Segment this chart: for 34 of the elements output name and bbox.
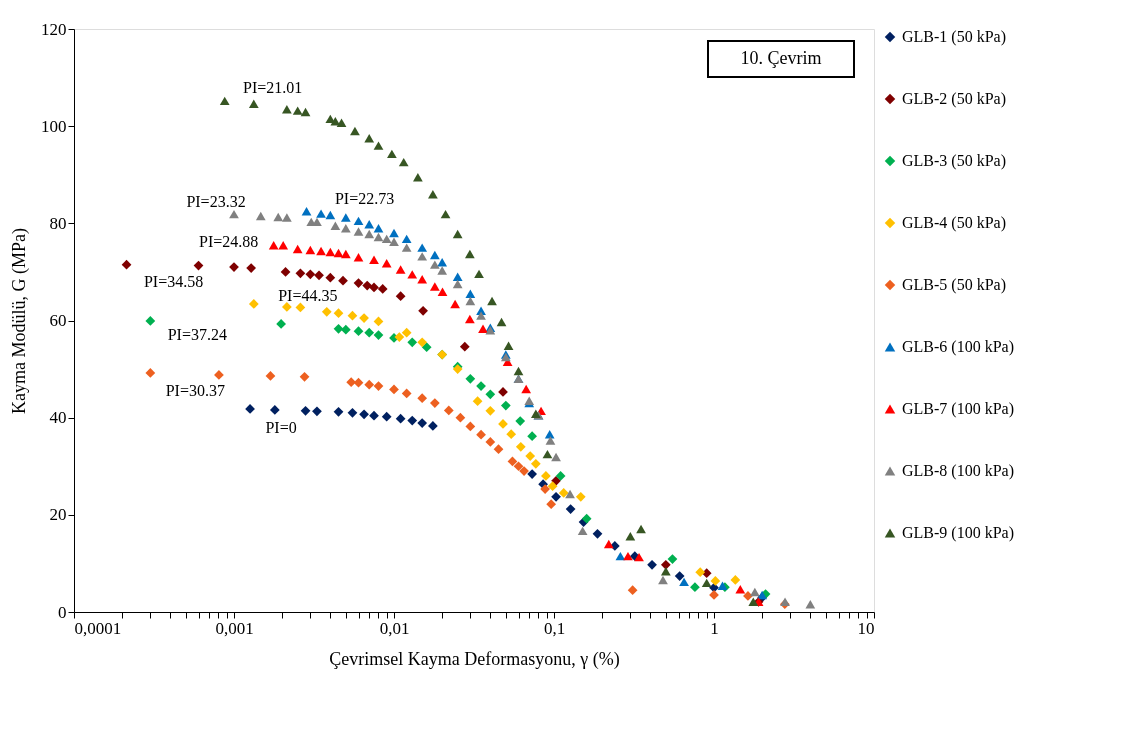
annotation: PI=0 (265, 418, 297, 436)
y-tick-label: 120 (41, 19, 67, 39)
y-tick-label: 60 (49, 311, 67, 330)
annotation: PI=37.24 (167, 325, 227, 343)
x-tick-label: 10 (857, 618, 875, 638)
legend-label: GLB-8 (100 kPa) (902, 462, 1014, 480)
annotation: PI=44.35 (278, 286, 338, 304)
annotation: PI=24.88 (199, 233, 259, 251)
legend-label: GLB-9 (100 kPa) (902, 524, 1014, 542)
y-axis-title: Kayma Modülü, G (MPa) (9, 228, 30, 414)
legend-label: GLB-1 (50 kPa) (902, 28, 1006, 46)
annotation: PI=22.73 (334, 190, 395, 208)
y-tick-label: 100 (41, 116, 67, 136)
annotation: 10. Çevrim (740, 48, 822, 68)
y-tick-label: 40 (49, 408, 67, 428)
x-tick-label: 0,0001 (74, 618, 122, 638)
legend-label: GLB-3 (50 kPa) (902, 152, 1006, 170)
annotation: PI=30.37 (165, 381, 225, 399)
legend-label: GLB-4 (50 kPa) (902, 214, 1006, 232)
y-tick-label: 20 (49, 505, 67, 525)
legend-label: GLB-2 (50 kPa) (902, 90, 1006, 108)
y-tick-label: 80 (49, 213, 67, 233)
annotation: PI=21.01 (243, 78, 303, 96)
legend-label: GLB-6 (100 kPa) (902, 338, 1014, 356)
annotation: PI=23.32 (186, 193, 246, 211)
x-tick-label: 0,001 (215, 618, 254, 638)
legend-label: GLB-5 (50 kPa) (902, 276, 1006, 294)
x-tick-label: 1 (710, 618, 719, 638)
y-tick-label: 0 (58, 602, 67, 622)
x-axis-title: Çevrimsel Kayma Deformasyonu, γ (%) (329, 648, 620, 670)
annotation: PI=34.58 (143, 272, 204, 290)
x-tick-label: 0,01 (379, 618, 410, 638)
legend-label: GLB-7 (100 kPa) (902, 400, 1014, 418)
x-tick-label: 0,1 (543, 618, 566, 638)
